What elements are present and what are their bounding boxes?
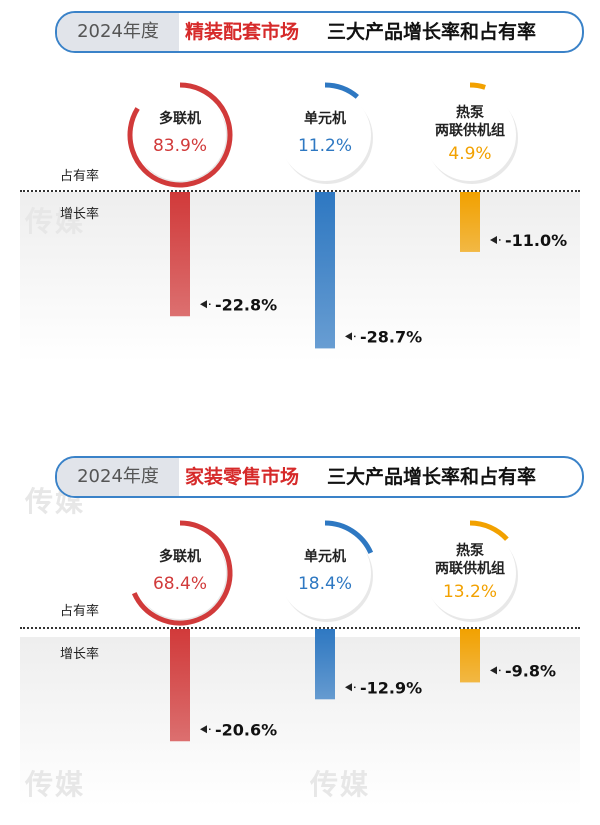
growth-value-label: -12.9% [360,678,422,697]
growth-value-label: -11.0% [505,231,567,250]
growth-pointer [200,300,207,309]
share-arc [469,520,509,541]
title-rest: 三大产品增长率和占有率 [327,466,537,488]
chart-panel-1: 传媒 2024年度 精装配套市场 三大产品增长率和占有率 占有率 增长率 多联机… [0,0,600,380]
growth-bar [460,192,480,252]
baseline [20,190,580,192]
growth-bar [170,629,190,742]
growth-pointer [345,683,352,692]
chart-panel-2: 传媒 传媒 传媒 2024年度 家装零售市场 三大产品增长率和占有率 占有率 增… [0,445,600,825]
baseline [20,627,580,629]
share-arc [127,82,233,188]
share-arc [131,520,233,626]
growth-axis-label: 增长率 [60,647,100,662]
title-market: 家装零售市场 [185,466,300,488]
share-circle [279,89,371,181]
chart-background [20,637,580,807]
share-circle [424,89,516,181]
share-arc [324,82,359,99]
category-label: 单元机 [304,110,346,127]
share-value-label: 83.9% [153,136,207,156]
title-market: 精装配套市场 [185,21,300,43]
title-year: 2024年度 [57,458,179,496]
title-rest: 三大产品增长率和占有率 [327,21,537,43]
category-label: 单元机 [304,548,346,565]
category-label: 多联机 [159,548,201,565]
growth-bar [315,192,335,349]
share-circle [279,527,371,619]
share-value-label: 68.4% [153,574,207,594]
category-label: 两联供机组 [435,560,505,577]
chart-background [20,192,580,362]
growth-pointer [490,235,497,244]
growth-value-label: -28.7% [360,327,422,346]
growth-value-label: -20.6% [215,720,277,739]
category-label: 两联供机组 [435,122,505,139]
growth-pointer [200,725,207,734]
category-label: 多联机 [159,110,201,127]
title-year: 2024年度 [57,13,179,51]
share-arc [469,82,486,90]
growth-value-label: -22.8% [215,295,277,314]
share-arc [324,520,374,554]
growth-pointer [490,666,497,675]
share-value-label: 4.9% [448,144,491,164]
growth-axis-label: 增长率 [60,207,100,222]
share-value-label: 13.2% [443,582,497,602]
growth-bar [170,192,190,317]
share-value-label: 18.4% [298,574,352,594]
category-label: 热泵 [456,542,484,559]
growth-pointer [345,332,352,341]
chart-title: 2024年度 精装配套市场 三大产品增长率和占有率 [55,11,584,53]
share-value-label: 11.2% [298,136,352,156]
watermark: 传媒 [25,205,86,238]
chart-title: 2024年度 家装零售市场 三大产品增长率和占有率 [55,456,584,498]
growth-value-label: -9.8% [505,661,556,680]
growth-bar [315,629,335,700]
category-label: 热泵 [456,104,484,121]
share-axis-label: 占有率 [60,604,100,619]
share-circle [134,527,226,619]
share-circle [134,89,226,181]
share-axis-label: 占有率 [60,169,100,184]
growth-bar [460,629,480,683]
share-circle [424,527,516,619]
